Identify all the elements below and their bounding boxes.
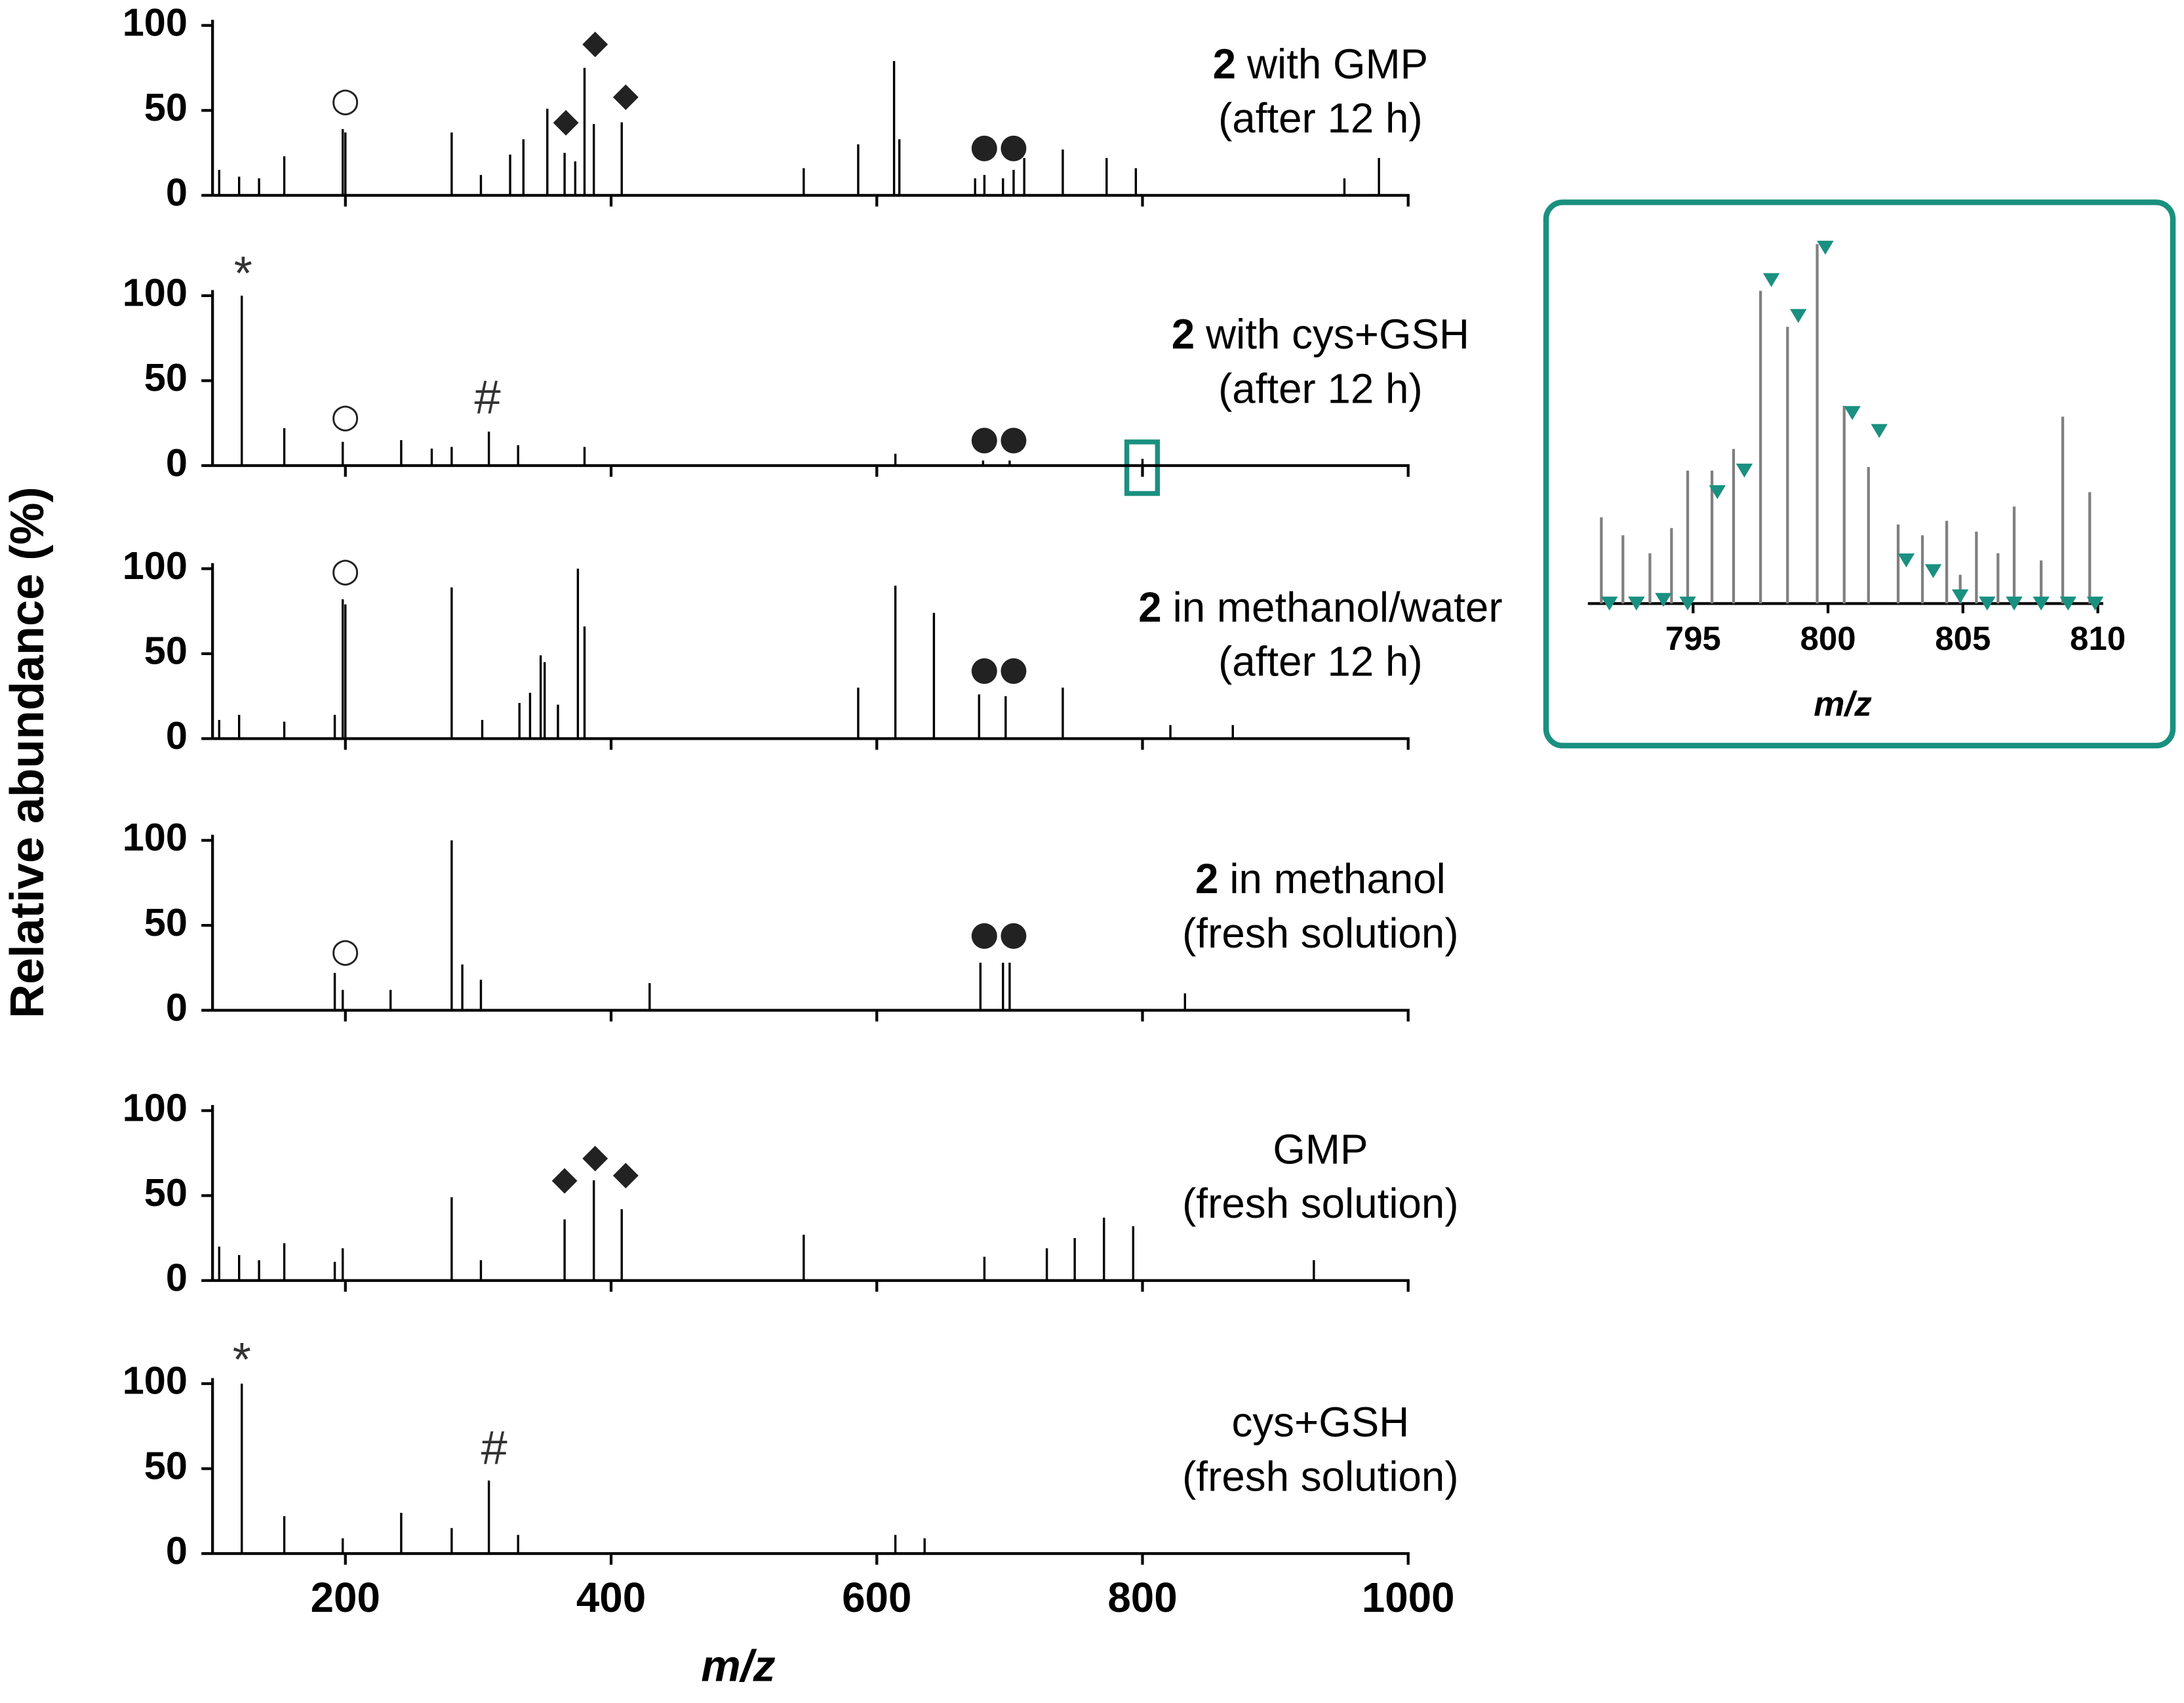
- x-axis-label: m/z: [701, 1641, 775, 1691]
- simulated-peak: [1951, 589, 1969, 604]
- simulated-peak: [1924, 564, 1942, 578]
- simulated-peak: [1709, 485, 1726, 500]
- peak-marker: ○: [331, 932, 360, 971]
- peak-marker: ○: [331, 551, 360, 590]
- y-tick-label: 50: [144, 629, 188, 673]
- simulated-peak: [1844, 406, 1861, 420]
- peak-marker: ●: [999, 419, 1028, 458]
- spectrum-sublabel: (after 12 h): [1218, 94, 1423, 142]
- simulated-peak: [2033, 596, 2050, 611]
- inset-x-label: m/z: [1814, 685, 1872, 724]
- x-tick-label: 200: [311, 1574, 380, 1621]
- peak-marker: #: [481, 1422, 507, 1475]
- y-tick-label: 0: [166, 1256, 188, 1300]
- spectrum-sublabel: (after 12 h): [1218, 365, 1423, 412]
- spectrum-label: GMP: [1273, 1125, 1368, 1172]
- simulated-peak: [2006, 596, 2023, 611]
- peak-marker: ◆: [613, 76, 639, 115]
- peak-marker: ●: [999, 127, 1028, 165]
- x-tick-label: 400: [576, 1574, 646, 1621]
- peak-marker: *: [233, 1334, 251, 1386]
- peak-marker: ●: [970, 419, 999, 458]
- label-compound: 2: [1195, 855, 1218, 902]
- y-tick-label: 0: [166, 713, 188, 757]
- y-tick-label: 0: [166, 985, 188, 1029]
- y-tick-label: 0: [166, 170, 188, 214]
- simulated-peak: [1817, 241, 1834, 255]
- spectrum-label: 2 with cys+GSH: [1172, 310, 1469, 357]
- peak-marker: *: [234, 247, 252, 300]
- peak-marker: ◆: [613, 1154, 639, 1193]
- spectrum-sublabel: (fresh solution): [1182, 910, 1458, 957]
- y-tick-label: 100: [123, 1359, 188, 1403]
- peak-marker: #: [475, 372, 501, 424]
- y-tick-label: 100: [123, 271, 188, 315]
- peak-marker: ◆: [553, 101, 580, 140]
- y-tick-label: 50: [144, 355, 188, 399]
- label-compound: 2: [1138, 584, 1161, 631]
- spectrum-label: 2 with GMP: [1213, 40, 1429, 87]
- y-tick-label: 100: [123, 815, 188, 859]
- label-compound: 2: [1213, 40, 1236, 87]
- peak-marker: ●: [970, 650, 999, 689]
- x-tick-label: 600: [842, 1574, 911, 1621]
- peak-marker: ●: [970, 915, 999, 953]
- x-tick-label: 800: [1107, 1574, 1177, 1621]
- simulated-peak: [1871, 424, 1888, 438]
- spectrum-label: cys+GSH: [1231, 1399, 1409, 1446]
- simulated-peak: [2059, 596, 2077, 611]
- y-tick-label: 50: [144, 1443, 188, 1487]
- label-text: with GMP: [1246, 40, 1428, 87]
- simulated-peak: [1762, 273, 1780, 287]
- x-tick-label: 795: [1665, 620, 1721, 657]
- simulated-peak: [1790, 309, 1807, 323]
- peak-marker: ○: [331, 81, 360, 119]
- label-text: cys+GSH: [1231, 1399, 1409, 1446]
- simulated-peak: [1736, 463, 1753, 478]
- peak-marker: ●: [999, 915, 1028, 953]
- simulated-peak: [1600, 596, 1618, 611]
- y-tick-label: 100: [123, 0, 188, 44]
- x-tick-label: 810: [2070, 620, 2126, 657]
- y-tick-label: 0: [166, 441, 188, 485]
- spectrum-sublabel: (after 12 h): [1218, 638, 1423, 685]
- spectrum-sublabel: (fresh solution): [1182, 1180, 1458, 1227]
- y-tick-label: 100: [123, 1085, 188, 1129]
- label-text: with cys+GSH: [1205, 310, 1469, 357]
- x-tick-label: 1000: [1362, 1574, 1455, 1621]
- y-axis-label: Relative abundance (%): [1, 487, 54, 1018]
- spectrum-label: 2 in methanol: [1195, 855, 1446, 902]
- label-compound: 2: [1172, 310, 1195, 357]
- spectrum-sublabel: (fresh solution): [1182, 1453, 1458, 1500]
- x-tick-label: 805: [1935, 620, 1991, 657]
- simulated-peak: [1897, 553, 1915, 568]
- label-text: in methanol/water: [1173, 584, 1503, 631]
- inset-frame: [1543, 199, 2176, 749]
- peak-marker: ●: [970, 127, 999, 165]
- label-text: GMP: [1273, 1125, 1368, 1172]
- spectrum-label: 2 in methanol/water: [1138, 584, 1502, 631]
- x-tick-label: 800: [1800, 620, 1856, 657]
- y-tick-label: 0: [166, 1529, 188, 1573]
- simulated-peak: [1679, 596, 1696, 611]
- y-tick-label: 50: [144, 85, 188, 129]
- simulated-peak: [1628, 596, 1645, 611]
- peak-marker: ○: [331, 397, 360, 435]
- peak-marker: ●: [999, 650, 1028, 689]
- zoom-box: [1124, 439, 1161, 496]
- simulated-peak: [1655, 593, 1672, 607]
- label-text: in methanol: [1229, 855, 1445, 902]
- peak-marker: ◆: [582, 1137, 608, 1176]
- simulated-peak: [2086, 596, 2104, 611]
- y-tick-label: 100: [123, 544, 188, 588]
- y-tick-label: 50: [144, 900, 188, 944]
- peak-marker: ◆: [552, 1159, 578, 1198]
- peak-marker: ◆: [582, 23, 608, 62]
- y-tick-label: 50: [144, 1171, 188, 1214]
- simulated-peak: [1979, 596, 1996, 611]
